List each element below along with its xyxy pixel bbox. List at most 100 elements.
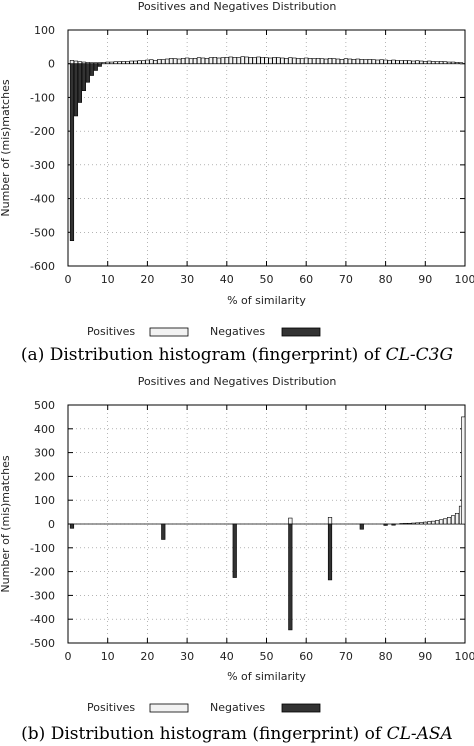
chart-a-bar-positives	[240, 56, 245, 65]
chart-a-bar-positives	[149, 59, 154, 65]
chart-a-bar-positives	[407, 60, 412, 65]
chart-a-bar-positives	[133, 60, 138, 65]
chart-a-bar-negatives	[85, 63, 90, 83]
caption-b-text: (b) Distribution histogram (fingerprint)…	[21, 724, 387, 744]
chart-b-xtick-label: 20	[140, 650, 154, 663]
chart-b-ytick-label: 500	[34, 399, 55, 412]
chart-a-bar-positives	[117, 61, 122, 65]
chart-b-bar-negatives	[288, 523, 293, 631]
chart-b-xtick-label: 90	[418, 650, 432, 663]
chart-b-x-axis-label: % of similarity	[227, 670, 306, 683]
chart-a-bar-positives	[216, 57, 221, 65]
chart-a-xtick-label: 20	[140, 273, 154, 286]
chart-a-bar-positives	[411, 60, 416, 65]
chart-a-xtick-label: 40	[220, 273, 234, 286]
chart-a-bar-positives	[77, 61, 82, 65]
chart-b-title: Positives and Negatives Distribution	[138, 375, 337, 388]
chart-a-ytick-label: -600	[30, 260, 55, 273]
chart-a-ytick-label: -200	[30, 125, 55, 138]
chart-b-series-negatives	[69, 523, 396, 631]
chart-a-bar-positives	[296, 58, 301, 65]
chart-a-bar-positives	[399, 60, 404, 65]
chart-b-ytick-label: -100	[30, 542, 55, 555]
chart-a-bar-negatives	[93, 63, 98, 71]
caption-a-emphasis: CL-C3G	[385, 345, 454, 365]
chart-a-bar-positives	[256, 56, 261, 65]
chart-b-bar-negatives	[391, 523, 396, 526]
chart-a-bar-positives	[125, 61, 130, 65]
chart-a-bar-positives	[236, 57, 241, 65]
chart-a-ytick-label: 0	[48, 58, 55, 71]
chart-b-bar-positives	[403, 522, 408, 525]
chart-a-bar-positives	[137, 60, 142, 65]
chart-a-bar-positives	[69, 60, 75, 65]
chart-a-ytick-label: -300	[30, 159, 55, 172]
chart-a-bar-positives	[415, 60, 420, 65]
chart-b-bar-positives	[427, 521, 432, 525]
chart-a-bar-positives	[316, 58, 321, 65]
chart-a-series-negatives	[69, 63, 102, 242]
chart-a-xtick-label: 70	[339, 273, 353, 286]
chart-a-bar-positives	[145, 59, 150, 65]
chart-a-bar-positives	[260, 57, 265, 65]
chart-b-ytick-label: -300	[30, 589, 55, 602]
chart-a-bar-positives	[284, 58, 289, 65]
chart-a-bar-positives	[319, 58, 325, 65]
chart-a-bar-positives	[129, 60, 134, 65]
chart-a-bar-positives	[427, 60, 432, 65]
chart-a-bar-positives	[220, 57, 225, 65]
chart-a-bar-positives	[451, 61, 456, 65]
chart-a-bar-positives	[208, 57, 214, 65]
chart-b-legend-label-negatives: Negatives	[210, 701, 265, 714]
chart-a-bar-positives	[212, 57, 217, 65]
chart-a-bar-positives	[288, 57, 293, 65]
chart-a-bar-positives	[192, 58, 198, 65]
chart-a-bar-positives	[280, 57, 285, 65]
chart-a-bar-positives	[141, 60, 146, 65]
chart-a-bar-positives	[113, 61, 118, 65]
chart-b-xtick-label: 60	[299, 650, 313, 663]
chart-a-bar-positives	[268, 57, 273, 65]
chart-a-bar-positives	[347, 58, 352, 65]
chart-a-bar-positives	[73, 60, 79, 65]
chart-a-bar-positives	[439, 61, 444, 65]
chart-a-bar-positives	[109, 61, 114, 65]
chart-a-bar-positives	[379, 59, 384, 65]
caption-a: (a) Distribution histogram (fingerprint)…	[0, 345, 474, 365]
chart-b-xtick-label: 30	[180, 650, 194, 663]
chart-a-bar-positives	[101, 62, 106, 65]
chart-a-bar-positives	[447, 61, 452, 65]
chart-b-bar-positives	[407, 522, 412, 525]
chart-a-xtick-label: 60	[299, 273, 313, 286]
chart-a-series-positives	[69, 56, 464, 65]
chart-b-bar-positives	[451, 515, 456, 525]
chart-a-bar-positives	[105, 61, 110, 65]
chart-a-bar-positives	[157, 59, 162, 65]
chart-a-bar-positives	[335, 58, 341, 65]
chart-b-bar-positives	[399, 523, 404, 525]
chart-a-bar-positives	[343, 58, 348, 65]
chart-a-ytick-label: -100	[30, 91, 55, 104]
chart-a-legend-label-negatives: Negatives	[210, 325, 265, 338]
chart-a-bar-positives	[181, 58, 186, 65]
chart-a-bar-positives	[272, 57, 277, 65]
chart-b-xtick-label: 0	[65, 650, 72, 663]
chart-a-bar-positives	[228, 56, 233, 65]
chart-a-legend: Positives Negatives	[87, 325, 321, 338]
chart-a-xtick-label: 10	[101, 273, 115, 286]
chart-a-bar-positives	[177, 58, 182, 65]
chart-a-bar-positives	[312, 58, 317, 65]
chart-a-bar-positives	[169, 58, 174, 65]
chart-b-bar-positives	[411, 522, 416, 525]
chart-a-bar-positives	[391, 59, 396, 65]
chart-a-bar-positives	[331, 58, 337, 65]
chart-b-bar-positives	[431, 520, 436, 525]
chart-b-bar-positives	[415, 522, 420, 525]
chart-a-bar-positives	[224, 57, 229, 65]
chart-a-title: Positives and Negatives Distribution	[138, 0, 337, 13]
chart-a-bar-positives	[359, 59, 364, 65]
chart-b-bar-negatives	[383, 523, 388, 526]
chart-b-bar-negatives	[69, 523, 75, 529]
chart-b-bar-positives	[439, 519, 444, 525]
caption-b-emphasis: CL-ASA	[386, 724, 453, 744]
